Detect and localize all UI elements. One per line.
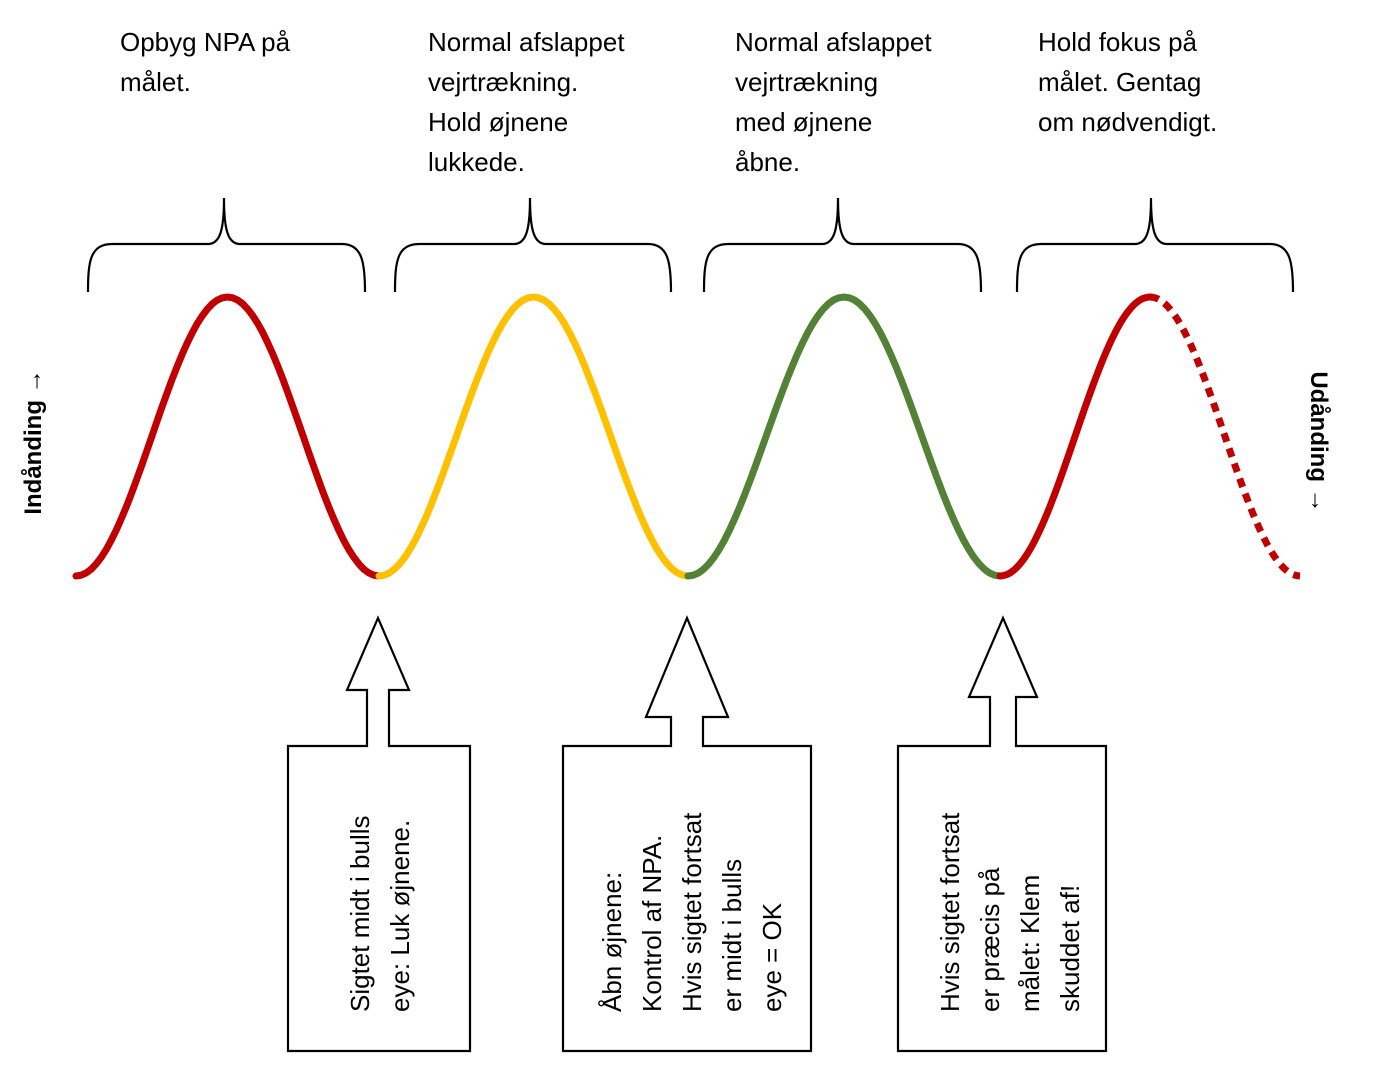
step-label-1: Opbyg NPA på målet.: [120, 27, 291, 97]
brace-2: [393, 197, 673, 293]
inhale-axis-label: Indånding →: [20, 369, 47, 515]
breath-wave-1: [72, 293, 383, 580]
exhale-axis-label: Udånding →: [1305, 371, 1332, 513]
step-label-4: Hold fokus på målet. Gentag om nødvendig…: [1038, 27, 1218, 137]
callout-text-3: Hvis sigtet fortsat er præcis på målet: …: [935, 812, 1085, 1012]
breath-wave-2: [375, 293, 692, 580]
brace-1: [86, 197, 367, 293]
callout-arrow-1: [286, 615, 472, 1053]
callout-arrow-2: [561, 615, 813, 1053]
callout-arrow-3: [896, 615, 1108, 1053]
callout-text-1: Sigtet midt i bulls eye: Luk øjnene.: [345, 815, 415, 1012]
step-label-3: Normal afslappet vejrtrækning med øjnene…: [735, 27, 932, 177]
brace-3: [702, 197, 983, 293]
breath-wave-4-exhale-dashed: [1149, 293, 1301, 580]
brace-4: [1015, 197, 1295, 293]
callout-text-2: Åbn øjnene: Kontrol af NPA. Hvis sigtet …: [597, 812, 787, 1012]
step-label-2: Normal afslappet vejrtrækning. Hold øjne…: [428, 27, 625, 177]
breath-wave-4-inhale: [996, 293, 1154, 580]
breath-wave-3: [684, 293, 1004, 580]
